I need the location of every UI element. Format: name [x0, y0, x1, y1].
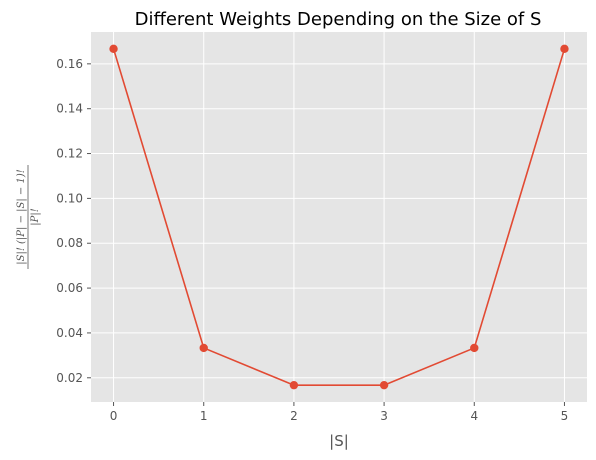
data-point-0	[109, 44, 118, 54]
y-tick-label-6: 0.14	[56, 102, 83, 116]
x-tick-label-2: 2	[290, 409, 298, 423]
y-tick-labels: 0.02 0.04 0.06 0.08 0.10 0.12 0.14 0.16	[56, 57, 91, 385]
x-tick-label-3: 3	[380, 409, 388, 423]
y-tick-label-2: 0.06	[56, 281, 83, 295]
x-tick-label-5: 5	[561, 409, 569, 423]
data-point-1	[199, 343, 208, 353]
x-tick-label-1: 1	[200, 409, 208, 423]
data-point-5	[560, 44, 569, 54]
y-tick-label-5: 0.12	[56, 147, 83, 161]
x-tick-labels: 0 1 2 3 4 5	[110, 402, 569, 423]
y-tick-label-1: 0.04	[56, 326, 83, 340]
plot-area	[91, 32, 587, 402]
y-tick-label-0: 0.02	[56, 371, 83, 385]
y-tick-label-4: 0.10	[56, 191, 83, 205]
y-axis-label-denominator: |P|!	[30, 208, 41, 226]
series-line-group	[109, 44, 569, 390]
y-axis-label: |S|! (|P| − |S| − 1)! |P|!	[16, 165, 41, 269]
y-axis-label-numerator: |S|! (|P| − |S| − 1)!	[16, 169, 27, 265]
x-tick-label-4: 4	[470, 409, 478, 423]
x-tick-label-0: 0	[110, 409, 118, 423]
y-tick-label-7: 0.16	[56, 57, 83, 71]
grid-lines	[91, 32, 587, 402]
data-point-3	[379, 380, 389, 390]
x-axis-label: |S|	[329, 432, 349, 450]
data-point-4	[470, 343, 479, 353]
chart-title: Different Weights Depending on the Size …	[135, 9, 542, 30]
series-line-0	[112, 48, 566, 386]
y-tick-label-3: 0.08	[56, 236, 83, 250]
data-point-2	[289, 380, 299, 390]
